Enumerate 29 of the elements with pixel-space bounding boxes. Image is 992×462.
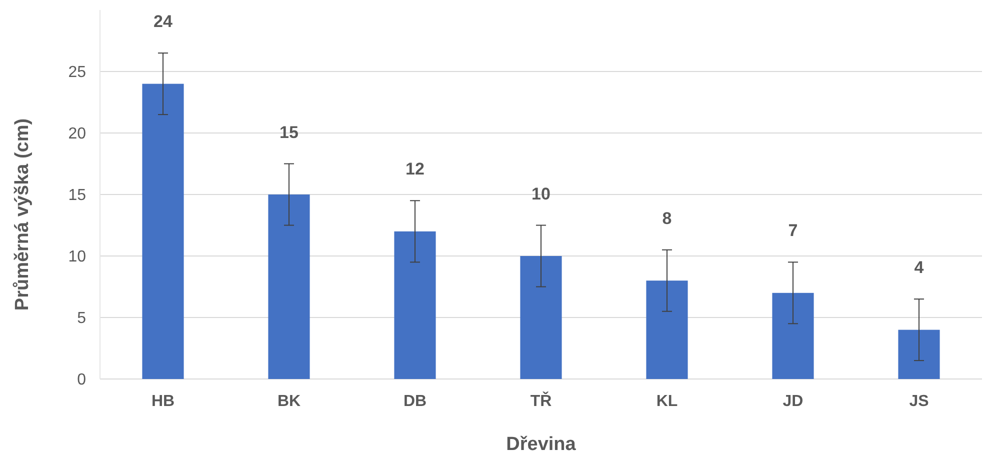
y-tick-label: 20 [68,126,86,143]
data-label: 24 [154,12,173,32]
x-tick-label: JS [909,393,930,410]
data-label: 7 [788,221,798,240]
y-tick-label: 0 [77,372,86,389]
x-tick-label: JD [782,393,804,410]
y-tick-label: 10 [68,248,86,266]
bar [268,194,310,379]
data-label: 4 [914,258,924,278]
bar [772,292,814,379]
x-tick-label: BK [277,393,301,410]
bar [646,280,688,379]
y-axis-title: Průměrná výška (cm) [12,118,33,311]
x-tick-label: TŘ [530,391,552,410]
data-label: 10 [532,184,550,204]
x-tick-label: HB [151,393,175,410]
bar [142,84,184,379]
data-label: 8 [662,208,672,228]
y-tick-label: 25 [68,64,86,82]
x-tick-label: DB [403,393,427,410]
bar [898,330,940,379]
y-tick-label: 15 [68,187,86,204]
x-tick-label: KL [656,393,678,410]
data-label: 15 [280,122,298,142]
bar [520,256,562,379]
data-label: 12 [406,160,424,179]
x-axis-title: Dřevina [506,434,576,455]
bar [394,231,436,379]
y-tick-label: 5 [77,310,86,328]
